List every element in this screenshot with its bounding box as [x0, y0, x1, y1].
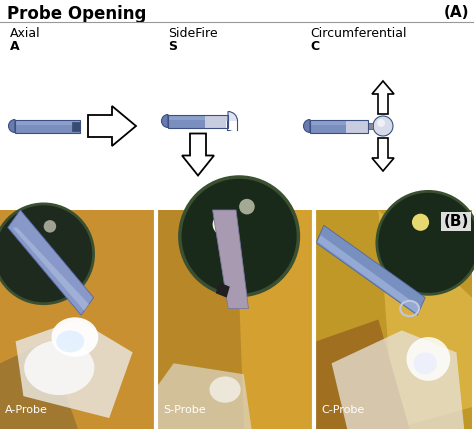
Text: Axial: Axial: [10, 27, 41, 40]
Bar: [72, 121, 80, 130]
Bar: [310, 120, 346, 125]
Circle shape: [373, 116, 393, 136]
Circle shape: [0, 204, 93, 304]
Circle shape: [377, 191, 474, 294]
Wedge shape: [303, 120, 310, 133]
Text: SideFire: SideFire: [168, 27, 218, 40]
Polygon shape: [316, 225, 425, 315]
Circle shape: [377, 119, 385, 127]
Ellipse shape: [210, 376, 241, 403]
Circle shape: [44, 220, 56, 233]
Circle shape: [213, 214, 235, 236]
Bar: [15, 120, 80, 133]
Bar: [168, 115, 205, 127]
Polygon shape: [372, 138, 394, 171]
Bar: [310, 120, 368, 133]
Text: A: A: [10, 40, 19, 53]
Circle shape: [23, 230, 40, 248]
Bar: [168, 115, 228, 127]
Circle shape: [180, 177, 299, 296]
Polygon shape: [158, 363, 252, 429]
Text: (B): (B): [444, 214, 469, 229]
Bar: [0, 210, 156, 429]
Ellipse shape: [56, 330, 84, 352]
Bar: [0, 0, 474, 210]
Ellipse shape: [407, 337, 450, 381]
Polygon shape: [88, 106, 136, 146]
Bar: [15, 120, 80, 133]
Bar: [368, 123, 373, 129]
Bar: [158, 210, 314, 429]
Bar: [15, 120, 80, 125]
Polygon shape: [16, 320, 133, 418]
Wedge shape: [228, 112, 237, 130]
Text: Probe Opening: Probe Opening: [7, 5, 146, 23]
Bar: [346, 120, 368, 133]
Circle shape: [239, 199, 255, 214]
Wedge shape: [162, 115, 168, 127]
Text: (A): (A): [444, 5, 469, 20]
Text: S-Probe: S-Probe: [163, 405, 206, 415]
Circle shape: [412, 214, 429, 231]
Bar: [226, 121, 238, 130]
Polygon shape: [332, 330, 464, 429]
Polygon shape: [8, 210, 93, 315]
Bar: [205, 115, 228, 127]
Ellipse shape: [52, 317, 98, 357]
Polygon shape: [318, 235, 420, 314]
Bar: [316, 210, 472, 429]
Polygon shape: [216, 282, 230, 298]
Wedge shape: [9, 120, 15, 133]
Polygon shape: [236, 210, 314, 429]
Polygon shape: [378, 210, 472, 429]
Bar: [168, 115, 205, 120]
Polygon shape: [0, 341, 78, 429]
Polygon shape: [316, 320, 410, 429]
Text: Circumferential: Circumferential: [310, 27, 407, 40]
Bar: [310, 120, 346, 133]
Polygon shape: [12, 227, 89, 311]
Text: S: S: [168, 40, 177, 53]
Text: C-Probe: C-Probe: [321, 405, 364, 415]
Ellipse shape: [24, 340, 94, 395]
Text: A-Probe: A-Probe: [5, 405, 48, 415]
Polygon shape: [182, 133, 214, 175]
Ellipse shape: [413, 352, 437, 374]
Polygon shape: [372, 81, 394, 114]
Polygon shape: [213, 210, 248, 308]
Text: C: C: [310, 40, 319, 53]
